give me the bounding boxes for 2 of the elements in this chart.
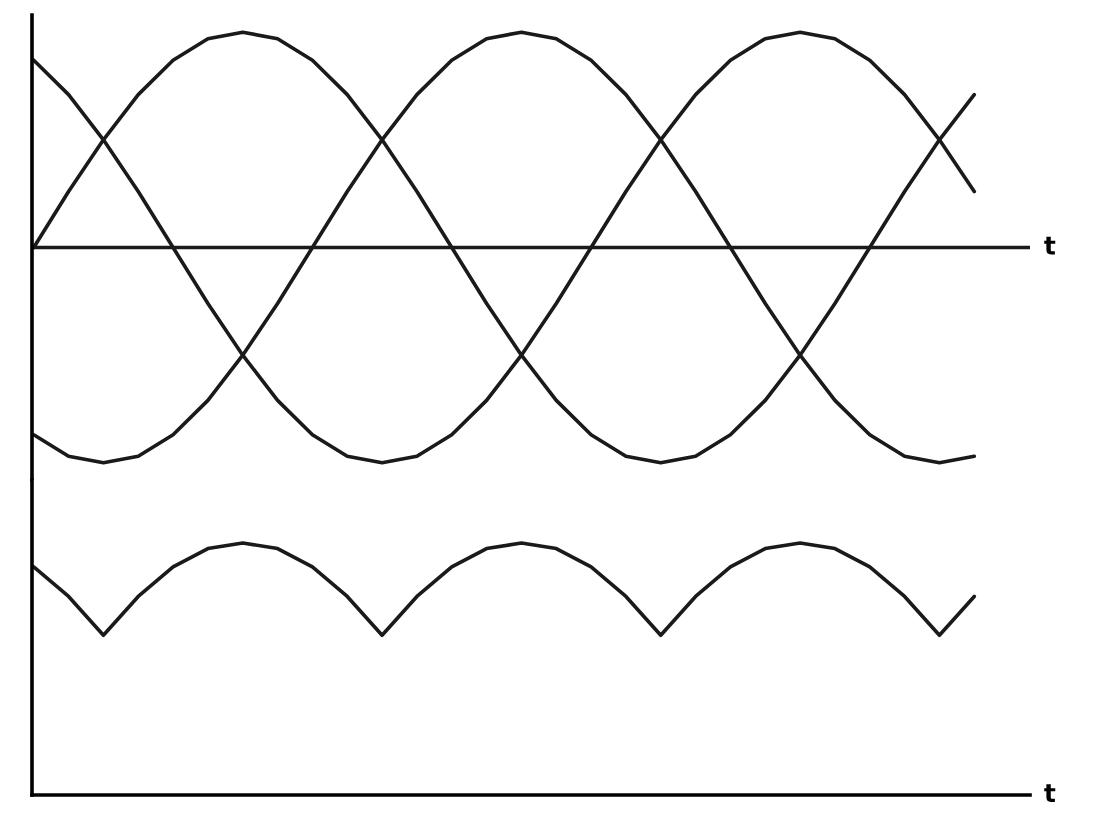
x-axis-title: t [1044,784,1056,802]
x-axis-title: t [1044,236,1056,255]
